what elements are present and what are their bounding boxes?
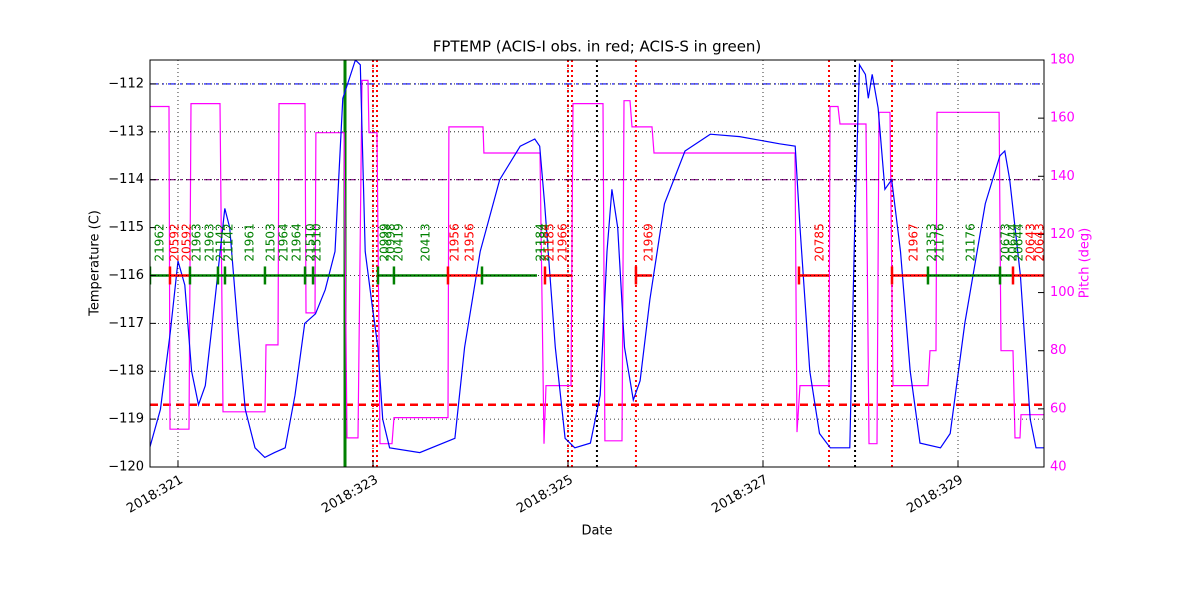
y-tick-label: −120 [108,460,144,475]
obs-label: 21956 [447,223,461,261]
obs-label: 21966 [556,223,570,261]
x-tick-label: 2018:325 [514,473,575,517]
y-tick-label: −118 [108,364,144,379]
y2-tick-label: 80 [1050,343,1067,358]
obs-label: 21963 [189,223,203,261]
obs-label: 21969 [642,223,656,261]
pitch-line [150,79,1044,445]
x-axis-label: Date [581,524,612,539]
obs-label: 21353 [924,223,938,261]
obs-label: 20592 [167,223,181,261]
x-tick-label: 2018:327 [709,473,770,517]
temperature-line [150,60,1044,459]
obs-label: 21967 [907,223,921,261]
obs-label: 21962 [152,223,166,261]
obs-label: 21142 [213,223,227,261]
plot-area [150,60,1044,467]
chart-title: FPTEMP (ACIS-I obs. in red; ACIS-S in gr… [433,38,762,56]
y2-tick-label: 180 [1050,53,1075,68]
y2-axis-label: Pitch (deg) [1078,228,1093,298]
y2-tick-label: 100 [1050,285,1075,300]
y2-tick-label: 120 [1050,227,1075,242]
obs-label: 21510 [310,223,324,261]
obs-label: 20644 [1005,223,1019,261]
obs-label: 21964 [276,223,290,261]
obs-label: 21503 [264,223,278,261]
obs-label: 20643 [1033,223,1047,261]
y-tick-label: −116 [108,268,144,283]
y2-tick-label: 60 [1050,401,1067,416]
obs-label: 21184 [537,223,551,261]
obs-label: 21956 [463,223,477,261]
y-axis-label: Temperature (C) [88,210,103,317]
obs-label: 21176 [963,223,977,261]
y-tick-label: −114 [108,172,144,187]
obs-label: 21964 [290,223,304,261]
obs-label: 20998 [384,223,398,261]
obs-label: 20673 [998,223,1012,261]
obs-label: 21185 [542,223,556,261]
obs-label: 21184 [533,223,547,261]
y-tick-label: −113 [108,124,144,139]
obs-label: 20643 [1024,223,1038,261]
y2-tick-label: 140 [1050,169,1075,184]
obs-label: 21176 [932,223,946,261]
obs-label: 20785 [813,223,827,261]
obs-label: 20999 [377,223,391,261]
x-tick-label: 2018:321 [124,473,185,517]
obs-label: 20644 [1012,223,1026,261]
obs-label: 21961 [242,223,256,261]
obs-label: 21142 [221,223,235,261]
obs-label: 21963 [202,223,216,261]
obs-label: 20419 [392,223,406,261]
obs-label: 20592 [179,223,193,261]
y-tick-label: −115 [108,220,144,235]
obs-label: 21510 [303,223,317,261]
plot-frame [149,59,1045,468]
x-tick-label: 2018:329 [904,473,965,517]
y2-tick-label: 160 [1050,111,1075,126]
y-tick-label: −119 [108,412,144,427]
obs-label: 20413 [419,223,433,261]
y-tick-label: −112 [108,76,144,91]
x-tick-label: 2018:323 [319,473,380,517]
y2-tick-label: 40 [1050,460,1067,475]
y-tick-label: −117 [108,316,144,331]
